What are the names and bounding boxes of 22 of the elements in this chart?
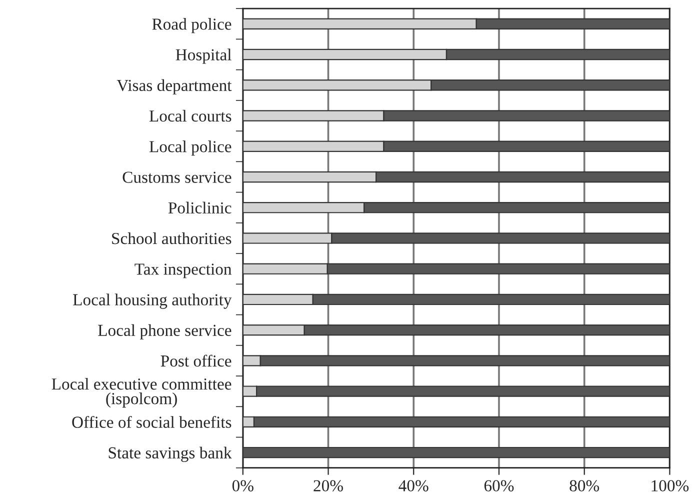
y-tick-label: Post office [160,354,232,367]
x-tick-label: 80% [570,480,600,492]
y-tick-label: Local phone service [98,324,232,340]
y-tick-label: School authorities [112,232,232,244]
x-tick-label: 40% [398,480,428,492]
y-tick-label: Hospital [176,48,232,64]
x-tick-label: 60% [484,480,514,492]
y-tick-label: Policlinic [168,202,232,214]
y-tick-label: Office of social benefits [72,416,232,428]
y-tick-label: Visas department [116,79,232,94]
x-tick-label: 100% [652,480,689,492]
y-tick-label: Tax inspection [134,264,232,278]
x-tick-label: 0% [232,480,254,492]
y-tick-label: Local courts [149,110,232,122]
y-tick-label: State savings bank [108,446,232,462]
y-tick-label: Local housing authority [73,294,232,309]
y-tick-label: Local police [149,140,232,156]
y-tick-label: Local executive committee (ispolcom) [52,378,232,408]
y-tick-label: Customs service [122,172,232,183]
y-tick-label: Road police [152,18,232,34]
bar [242,446,670,458]
x-tick-label: 20% [314,480,343,492]
